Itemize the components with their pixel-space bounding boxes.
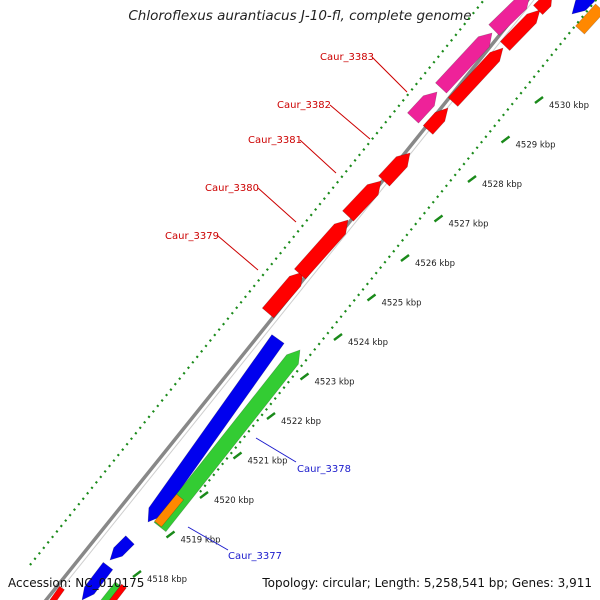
- gene-red-inner-3: [499, 9, 541, 51]
- major-tick: [400, 254, 410, 262]
- kbp-label: 4523 kbp: [315, 378, 355, 388]
- kbp-label: 4525 kbp: [382, 299, 422, 309]
- major-tick: [433, 214, 444, 223]
- major-tick: [333, 333, 343, 341]
- gene-leader-line: [329, 104, 371, 140]
- kbp-label: 4520 kbp: [214, 496, 254, 506]
- tick-track-inner: [199, 0, 598, 493]
- gene-red-bottom: [49, 585, 65, 600]
- gene-leader-line: [299, 139, 337, 174]
- kbp-label: 4522 kbp: [281, 417, 321, 427]
- kbp-label: 4528 kbp: [482, 180, 522, 190]
- gene-label: Caur_3377: [228, 551, 282, 562]
- gene-blue-small-2: [81, 561, 114, 600]
- gene-orange-top: [575, 3, 600, 35]
- gene-caur3379-arrow: [261, 271, 304, 319]
- tick-marks: [29, 0, 598, 578]
- gene-red-inner-4: [532, 0, 552, 16]
- gene-red-bottom-2: [109, 583, 127, 600]
- major-tick: [299, 372, 310, 381]
- gene-leader-line: [257, 187, 297, 223]
- gene-label: Caur_3383: [320, 52, 374, 63]
- gene-label: Caur_3379: [165, 231, 219, 242]
- tick-track-outer: [29, 0, 486, 566]
- gene-blue-long: [147, 334, 285, 523]
- kbp-label: 4519 kbp: [181, 536, 221, 546]
- gene-blue-top: [571, 0, 597, 15]
- major-tick: [266, 412, 276, 420]
- gene-red-inner-1: [422, 107, 449, 135]
- gene-label: Caur_3380: [205, 183, 259, 194]
- backbone-shadow: [51, 0, 535, 600]
- gene-blue-small-1: [109, 535, 135, 561]
- major-tick: [165, 530, 176, 539]
- gene-leader-line: [371, 56, 408, 93]
- kbp-label: 4521 kbp: [248, 457, 288, 467]
- feature-tracks: [43, 0, 600, 600]
- backbone-line: [43, 0, 530, 600]
- map-title: Chloroflexus aurantiacus J-10-fl, comple…: [128, 8, 472, 24]
- gene-caur3383-arrow: [435, 32, 493, 94]
- gene-caur3381-arrow: [378, 152, 411, 187]
- gene-leader-line: [255, 437, 297, 463]
- kbp-label: 4526 kbp: [415, 259, 455, 269]
- major-tick: [232, 451, 243, 460]
- gene-label: Caur_3382: [277, 100, 331, 111]
- major-tick: [366, 293, 377, 302]
- major-tick: [199, 491, 209, 499]
- gene-leader-line: [217, 235, 259, 271]
- kbp-label: 4530 kbp: [549, 101, 589, 111]
- kbp-label: 4529 kbp: [516, 141, 556, 151]
- major-tick: [534, 96, 544, 104]
- gene-caur3377-block: [154, 493, 184, 528]
- major-tick: [467, 175, 477, 183]
- genome-summary: Topology: circular; Length: 5,258,541 bp…: [262, 576, 592, 590]
- gene-leader-line: [187, 526, 229, 551]
- gene-label: Caur_3381: [248, 135, 302, 146]
- labels: 4518 kbp 4519 kbp 4520 kbp 4521 kbp 4522 kbp…: [147, 52, 589, 585]
- gene-caur3380b-arrow: [293, 219, 349, 280]
- gene-caur3380-arrow: [342, 180, 382, 222]
- gene-pink-top-arrow: [488, 0, 530, 36]
- kbp-label: 4527 kbp: [449, 220, 489, 230]
- gene-label: Caur_3378: [297, 464, 351, 475]
- accession-label: Accession: NC_010175: [8, 576, 145, 590]
- kbp-label: 4518 kbp: [147, 575, 187, 585]
- major-tick: [500, 135, 511, 144]
- gene-caur3378-arrow: [153, 349, 301, 533]
- major-tick: [132, 570, 142, 578]
- kbp-label: 4524 kbp: [348, 338, 388, 348]
- gene-caur3382-arrow: [407, 91, 438, 124]
- gene-red-inner-2: [447, 47, 504, 107]
